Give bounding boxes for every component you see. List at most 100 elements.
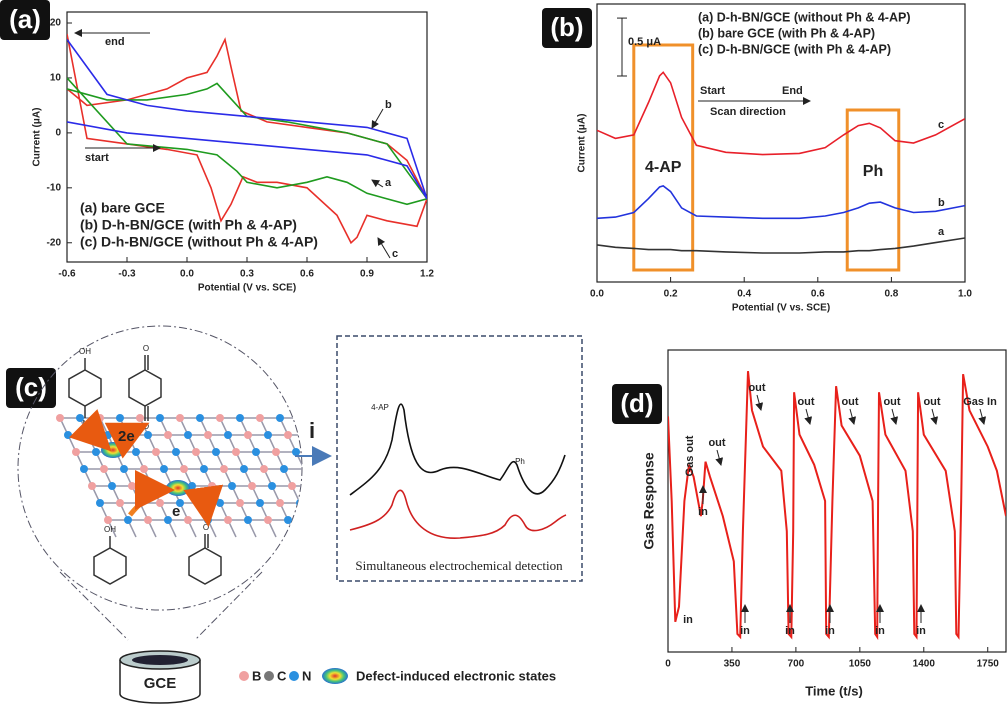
y-tick-label: 0 [55, 128, 61, 139]
curve-label: b [938, 197, 945, 209]
lattice-atom [184, 431, 192, 439]
panel-label: (d) [620, 388, 653, 418]
x-tick-label: 0.8 [884, 289, 898, 300]
lattice-atom [164, 516, 172, 524]
x-tick-label: 1750 [977, 659, 1000, 670]
annotation: end [105, 36, 125, 48]
panel-label-box [0, 0, 50, 40]
lattice-atom [220, 465, 228, 473]
series-line [597, 71, 965, 156]
panel-label: (a) [9, 4, 41, 34]
lattice-atom [212, 448, 220, 456]
x-tick-label: -0.6 [58, 269, 76, 280]
annotation-arrow [371, 179, 384, 188]
lattice-atom [92, 448, 100, 456]
lattice-atom [216, 499, 224, 507]
lattice-atom [192, 448, 200, 456]
annotation: in [785, 625, 795, 637]
transfer-arrow [183, 484, 224, 527]
legend-note: (b) D-h-BN/GCE (with Ph & 4-AP) [80, 217, 297, 233]
lattice-atom [104, 516, 112, 524]
y-tick-label: -20 [47, 237, 62, 248]
atom-legend-dot [264, 671, 274, 681]
transfer-arrow [128, 470, 175, 517]
y-tick-label: 10 [50, 73, 62, 84]
lattice-atom [180, 465, 188, 473]
series-line [597, 185, 965, 220]
zoom-circle [17, 325, 303, 611]
annotation: in [875, 625, 885, 637]
lattice-atom [136, 414, 144, 422]
annotation: in [698, 506, 708, 518]
annotation: out [883, 396, 900, 408]
lattice-atom [216, 414, 224, 422]
lattice-atom [56, 414, 64, 422]
annotation-arrow [848, 408, 857, 425]
electron-label: e [172, 503, 180, 520]
panel-label-box [612, 384, 662, 424]
annotation: in [740, 625, 750, 637]
annotation: Scan direction [710, 106, 786, 118]
inset-box [336, 335, 583, 582]
lattice-atom [244, 516, 252, 524]
lattice-atom [172, 448, 180, 456]
x-tick-label: 700 [788, 659, 805, 670]
annotation-arrow [377, 237, 391, 259]
lattice-atom [264, 431, 272, 439]
annotation: Start [700, 85, 725, 97]
lattice-atom [292, 448, 300, 456]
lattice-atom [272, 448, 280, 456]
x-axis-label: Potential (V vs. SCE) [198, 283, 296, 294]
lattice-atom [288, 482, 296, 490]
zoom-line [59, 571, 129, 641]
annotation: Gas In [963, 396, 997, 408]
y-axis-label: Current (μA) [32, 108, 43, 167]
lattice-atom [156, 499, 164, 507]
lattice-atom [236, 499, 244, 507]
lattice-atom [144, 516, 152, 524]
x-tick-label: 0.0 [180, 269, 194, 280]
x-tick-label: 1.0 [958, 289, 972, 300]
lattice-atom [176, 414, 184, 422]
lattice-atom [128, 482, 136, 490]
atom-legend-label: C [277, 668, 287, 683]
curve-label: a [938, 226, 945, 238]
annotation: out [923, 396, 940, 408]
lattice-atom [120, 465, 128, 473]
y-axis-label: Current (μA) [577, 114, 588, 173]
series-line [597, 237, 965, 254]
series-line [67, 33, 427, 245]
lattice-atom [232, 448, 240, 456]
legend-note: (a) bare GCE [80, 200, 165, 216]
lattice-atom [260, 465, 268, 473]
series-line [668, 370, 1006, 641]
inset-curve [349, 489, 567, 539]
molecule-label: O [203, 523, 209, 532]
x-axis-label: Potential (V vs. SCE) [732, 303, 830, 314]
legend-note: (c) D-h-BN/GCE (with Ph & 4-AP) [698, 42, 891, 56]
lattice-atom [248, 482, 256, 490]
lattice-atom [108, 482, 116, 490]
inset-label: 4-AP [371, 403, 389, 412]
lattice-atom [80, 465, 88, 473]
curve-label: a [385, 177, 392, 189]
molecule-label: OH [79, 347, 91, 356]
lattice-atom [280, 465, 288, 473]
panel-label-box [542, 8, 592, 48]
lattice-atom [224, 516, 232, 524]
lattice-bond [299, 502, 302, 521]
lattice-atom [164, 431, 172, 439]
annotation-arrow [715, 449, 724, 466]
atom-legend-dot [239, 671, 249, 681]
curve-label: b [385, 99, 392, 111]
highlight-label: Ph [863, 163, 883, 180]
lattice-atom [148, 482, 156, 490]
x-tick-label: 0 [665, 659, 671, 670]
lattice-atom [96, 499, 104, 507]
lattice-atom [100, 465, 108, 473]
arrow-label: i [309, 418, 315, 443]
annotation-arrow [755, 394, 764, 411]
annotation: in [825, 625, 835, 637]
x-tick-label: 1400 [913, 659, 936, 670]
